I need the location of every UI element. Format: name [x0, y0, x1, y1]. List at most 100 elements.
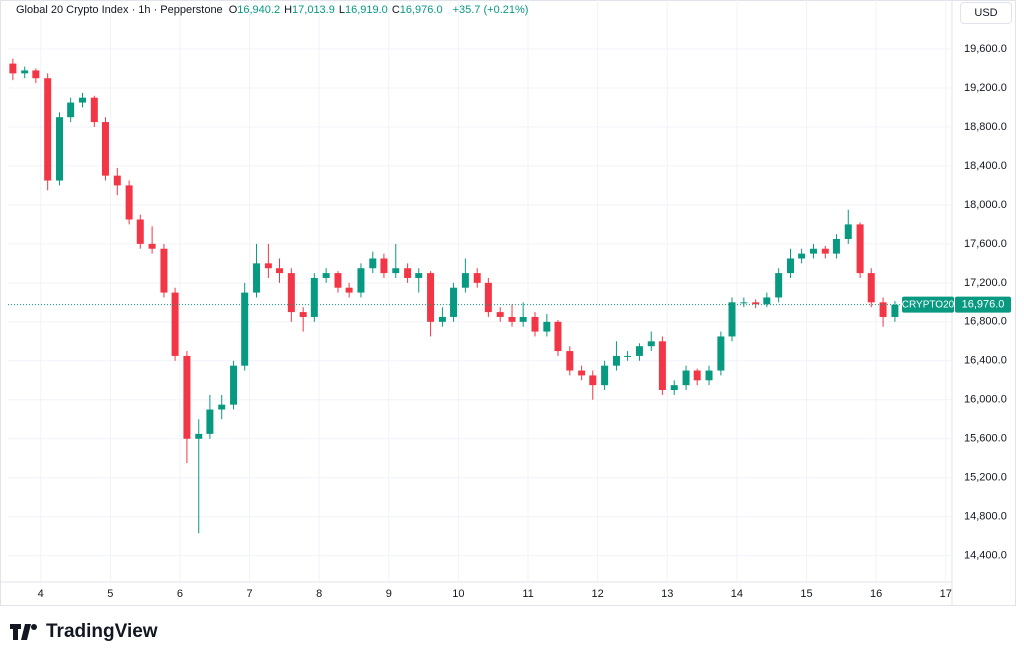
ohlc-value: 16,976.0: [399, 4, 443, 16]
candle-body: [705, 370, 713, 381]
candle-body: [345, 287, 353, 293]
logo-icon: [10, 624, 37, 640]
candle-body: [125, 185, 133, 220]
candle-body: [334, 273, 342, 288]
candle-body: [589, 375, 597, 386]
last-price-tag-bg: [955, 296, 1011, 313]
candle-body: [682, 370, 690, 386]
candle-body: [450, 287, 458, 317]
x-tick-label: 10: [452, 588, 464, 600]
candle-body: [798, 253, 806, 259]
candle-body: [658, 341, 666, 391]
y-tick-label: 15,200.0: [964, 472, 1007, 484]
candle-body: [484, 282, 492, 313]
x-tick-label: 7: [247, 588, 253, 600]
candle-body: [78, 97, 86, 103]
candle-body: [763, 297, 771, 305]
candle-body: [322, 273, 330, 278]
candle-body: [879, 302, 887, 317]
candle-body: [891, 304, 899, 317]
chart-frame: [0, 0, 1016, 606]
candle-body: [241, 292, 249, 366]
candle-body: [9, 63, 17, 74]
x-tick-label: 4: [38, 588, 44, 600]
x-tick-label: 14: [731, 588, 743, 600]
candle-body: [299, 312, 307, 317]
candle-body: [392, 268, 400, 274]
candle-body: [531, 316, 539, 332]
candle-body: [357, 268, 365, 293]
overlay: CRYPTO20 16,976.0: [8, 296, 1011, 313]
candle-body: [218, 404, 226, 410]
symbol-tag: CRYPTO20: [902, 299, 955, 310]
y-tick-label: 14,800.0: [964, 511, 1007, 523]
candle-body: [566, 351, 574, 371]
candle-body: [148, 243, 156, 249]
candle-body: [171, 292, 179, 356]
y-tick-label: 19,200.0: [964, 82, 1007, 94]
ohlc-value: 16,919.0: [344, 4, 388, 16]
candle-body: [369, 258, 377, 269]
candle-body: [90, 97, 98, 123]
currency-button[interactable]: USD: [960, 2, 1012, 24]
candle-body: [832, 238, 840, 254]
candle-body: [287, 273, 295, 313]
x-tick-label: 5: [107, 588, 113, 600]
candle-body: [310, 277, 318, 317]
candle-body: [752, 302, 760, 305]
candle-body: [461, 273, 469, 288]
candle-body: [438, 316, 446, 322]
candle-body: [264, 263, 272, 269]
candle-body: [113, 175, 121, 186]
last-price-tag: 16,976.0: [962, 299, 1005, 311]
y-tick-label: 16,800.0: [964, 316, 1007, 328]
candle-body: [786, 258, 794, 274]
candle-body: [230, 365, 238, 405]
y-tick-label: 17,600.0: [964, 238, 1007, 250]
candle-body: [206, 409, 214, 434]
candle-body: [821, 248, 829, 254]
candle-body: [809, 248, 817, 254]
candle-body: [612, 355, 620, 366]
candles: [9, 58, 899, 534]
change: +35.7 (+0.21%): [452, 4, 529, 16]
candle-body: [253, 263, 261, 293]
candle-body: [101, 122, 109, 176]
symbol-title: Global 20 Crypto Index · 1h · Pepperston…: [16, 4, 223, 16]
candle-body: [554, 321, 562, 352]
symbol-tag-bg: [902, 296, 954, 313]
x-tick-label: 15: [800, 588, 812, 600]
x-tick-label: 11: [522, 588, 533, 600]
brand-logo: TradingView: [10, 621, 158, 643]
ohlc-key: C: [391, 4, 400, 16]
candle-body: [543, 321, 551, 332]
candle-body: [496, 312, 504, 317]
candle-body: [44, 78, 52, 181]
candle-body: [56, 117, 64, 181]
legend-header: Global 20 Crypto Index · 1h · Pepperston…: [16, 4, 528, 16]
y-tick-label: 15,600.0: [964, 433, 1007, 445]
candle-body: [404, 268, 412, 278]
ohlc-key: O: [228, 4, 238, 16]
candle-body: [276, 268, 284, 274]
y-tick-label: 18,400.0: [964, 160, 1007, 172]
ohlc-value: 16,940.2: [237, 4, 281, 16]
candle-body: [775, 273, 783, 298]
candle-body: [67, 102, 75, 118]
brand-name: TradingView: [46, 621, 158, 642]
x-tick-label: 13: [661, 588, 673, 600]
candle-body: [519, 316, 527, 322]
candle-body: [740, 302, 748, 304]
ohlc-value: 17,013.9: [292, 4, 335, 16]
candle-body: [693, 370, 701, 381]
ohlc-key: L: [338, 4, 345, 16]
x-tick-label: 12: [592, 588, 604, 600]
candle-body: [195, 433, 203, 439]
candle-body: [635, 346, 643, 356]
y-tick-label: 14,400.0: [964, 550, 1007, 562]
candle-body: [415, 273, 423, 278]
y-tick-label: 16,400.0: [964, 355, 1007, 367]
